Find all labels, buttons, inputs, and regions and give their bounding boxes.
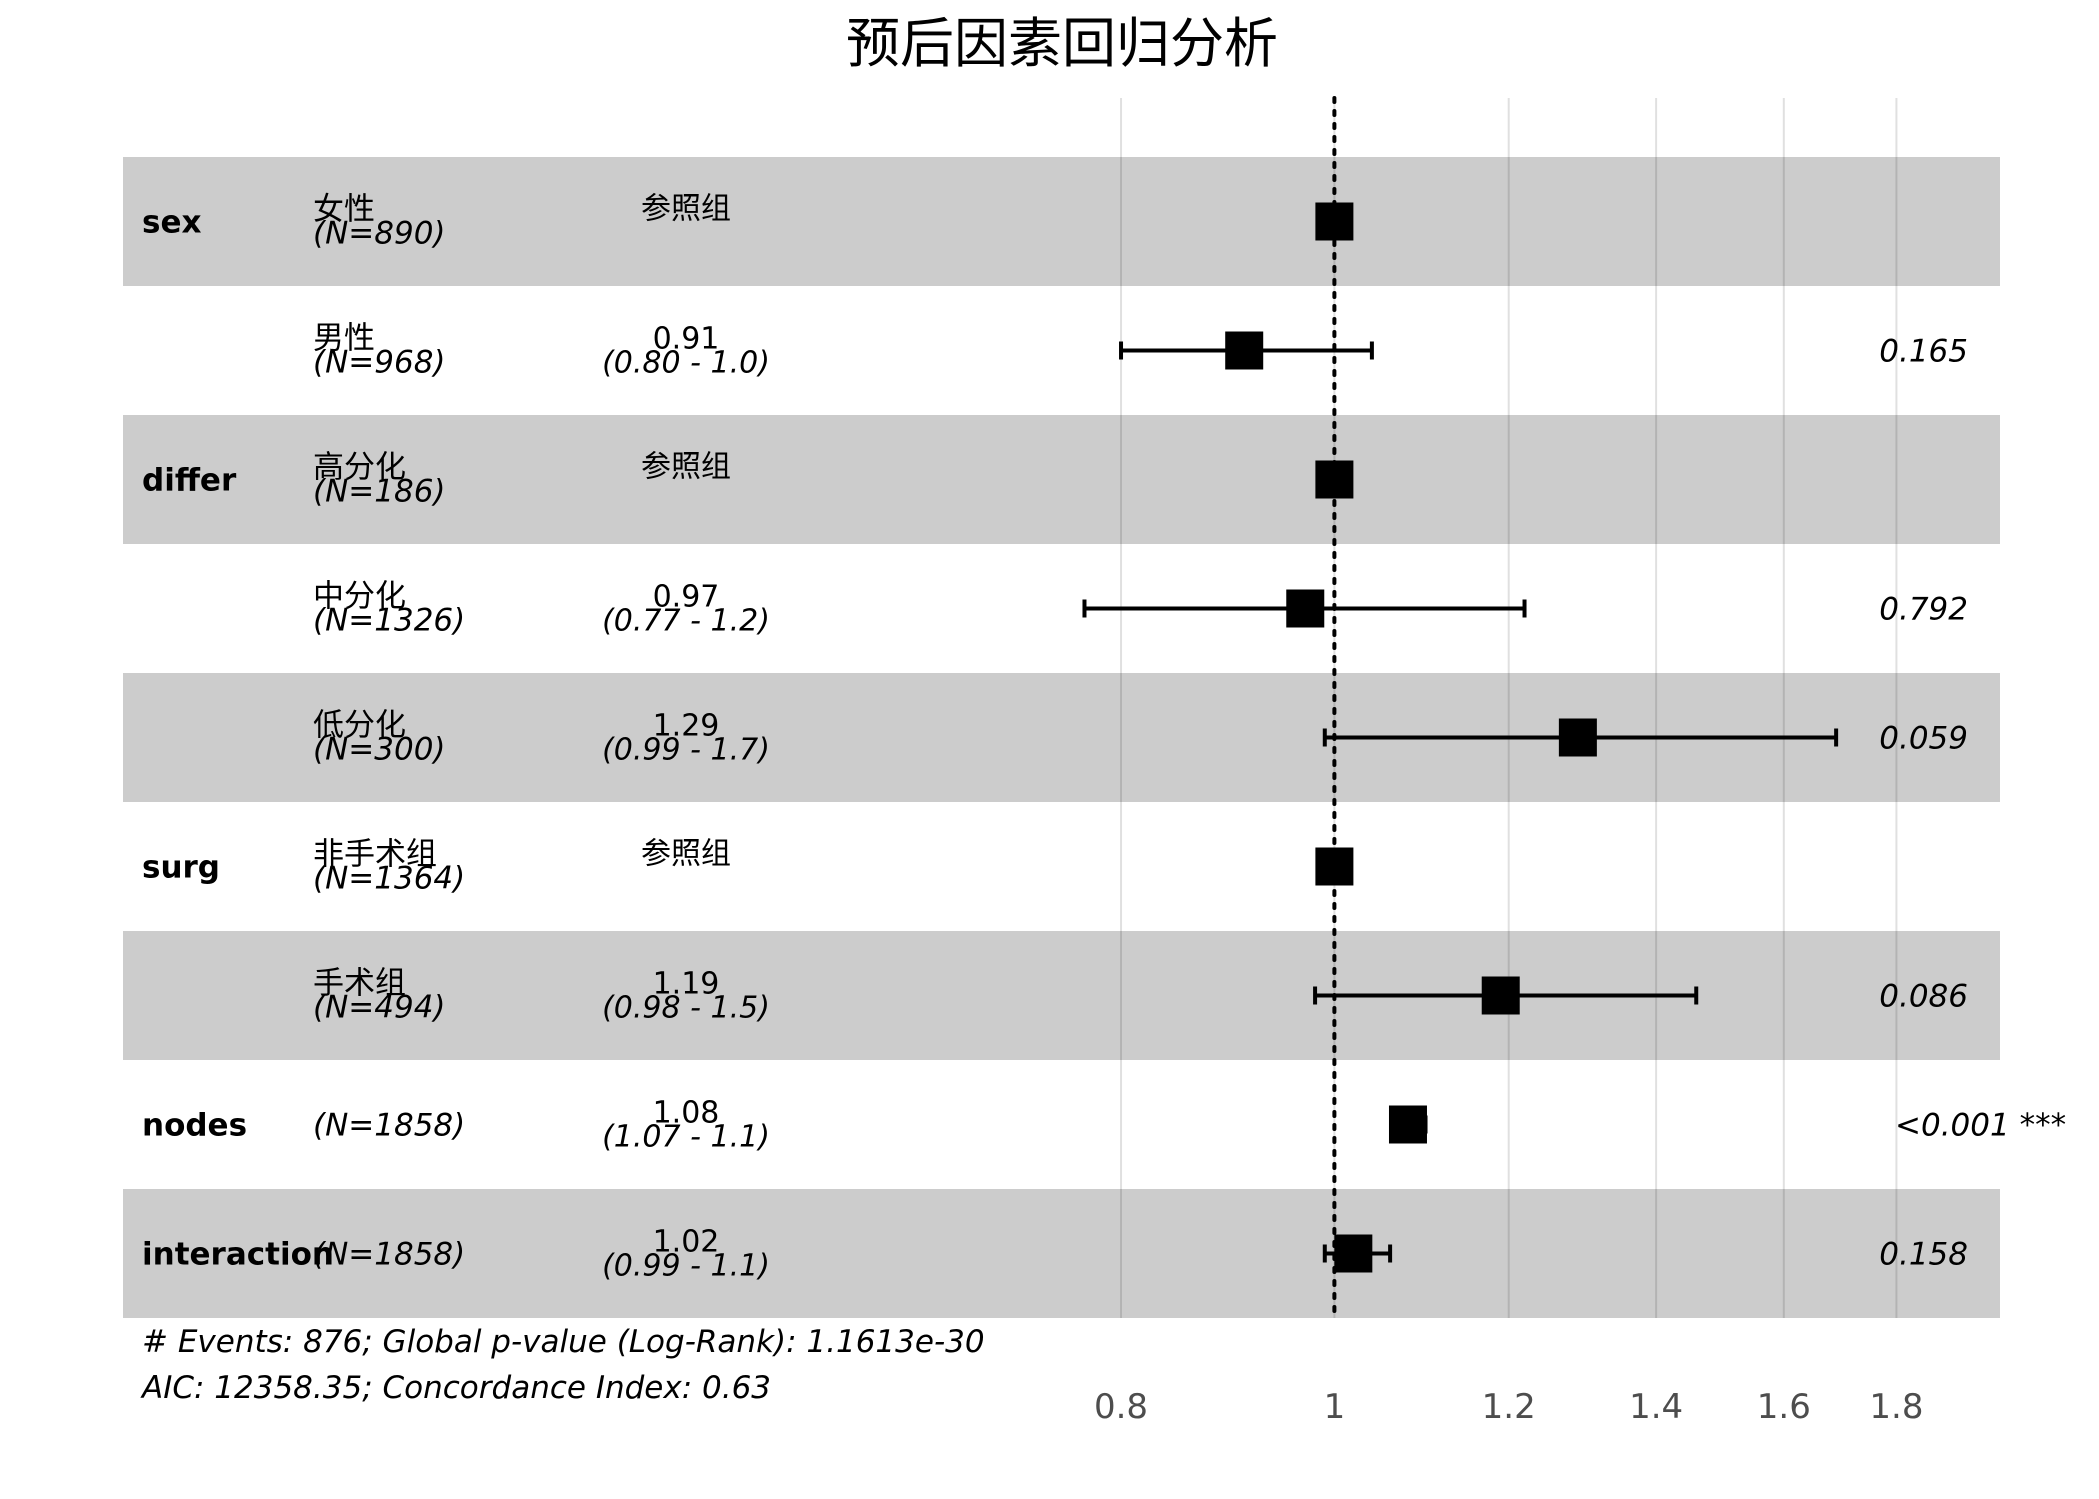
ci-label: (0.99 - 1.7) [602, 733, 770, 768]
estimate-label: 1.19 [653, 967, 720, 1002]
table-row: 男性(N=968) 0.91(0.80 - 1.0) 0.165 [313, 321, 1968, 381]
estimate-label: 0.91 [653, 322, 720, 357]
estimate-point [1315, 202, 1354, 241]
variable-label: differ [142, 463, 237, 499]
estimate-point [1315, 460, 1354, 499]
estimate-label: 1.02 [653, 1225, 720, 1260]
p-value-label: <0.001 *** [1895, 1108, 2066, 1144]
row-band [123, 1189, 2000, 1318]
row-band [123, 415, 2000, 544]
n-label: (N=300) [313, 732, 446, 768]
x-tick-label: 1.2 [1482, 1387, 1536, 1427]
level-label: 男性 [313, 321, 375, 357]
estimate-label: 1.08 [653, 1096, 720, 1131]
level-label: 非手术组 [313, 837, 437, 873]
ci-label: (0.98 - 1.5) [602, 991, 770, 1026]
x-tick-label: 1.8 [1869, 1387, 1923, 1427]
estimate-point [1388, 1105, 1427, 1144]
estimate-label: 1.29 [653, 709, 720, 744]
estimate-point [1315, 847, 1354, 886]
table-row: 手术组(N=494) 1.19(0.98 - 1.5) 0.086 [313, 966, 1968, 1026]
x-tick-label: 0.8 [1094, 1387, 1148, 1427]
level-label: 中分化 [313, 579, 406, 615]
table-row: sex 女性(N=890) 参照组 [142, 192, 1354, 252]
ci-label: (0.99 - 1.1) [602, 1249, 770, 1284]
n-label: (N=1364) [313, 861, 465, 897]
n-label: (N=1858) [313, 1108, 465, 1144]
level-label: 低分化 [313, 708, 406, 744]
estimate-label: 参照组 [641, 450, 731, 485]
ci-label: (1.07 - 1.1) [602, 1120, 770, 1155]
n-label: (N=494) [313, 990, 446, 1026]
estimate-point [1286, 589, 1325, 628]
variable-label: nodes [142, 1108, 247, 1144]
table-row: differ 高分化(N=186) 参照组 [142, 450, 1354, 510]
n-label: (N=1858) [313, 1237, 465, 1273]
estimate-point [1225, 331, 1264, 370]
ci-label: (0.80 - 1.0) [602, 346, 770, 381]
estimate-point [1334, 1234, 1373, 1273]
table-row: nodes (N=1858) 1.08(1.07 - 1.1) <0.001 *** [142, 1096, 2066, 1155]
level-label: 手术组 [313, 966, 406, 1002]
table-row: 低分化(N=300) 1.29(0.99 - 1.7) 0.059 [313, 708, 1968, 768]
p-value-label: 0.086 [1879, 979, 1968, 1015]
p-value-label: 0.792 [1879, 592, 1968, 628]
p-value-label: 0.165 [1879, 334, 1968, 370]
n-label: (N=1326) [313, 603, 465, 639]
chart-title: 预后因素回归分析 [846, 12, 1278, 75]
level-label: 高分化 [313, 450, 406, 486]
row-band [123, 157, 2000, 286]
x-tick-label: 1.4 [1629, 1387, 1683, 1427]
footnote-line: AIC: 12358.35; Concordance Index: 0.63 [140, 1370, 771, 1406]
n-label: (N=968) [313, 345, 446, 381]
n-label: (N=186) [313, 474, 446, 510]
table-row: 中分化(N=1326) 0.97(0.77 - 1.2) 0.792 [313, 579, 1968, 639]
estimate-label: 参照组 [641, 837, 731, 872]
estimate-point [1481, 976, 1520, 1015]
p-value-label: 0.059 [1879, 721, 1968, 757]
variable-label: sex [142, 205, 201, 241]
estimate-label: 参照组 [641, 192, 731, 227]
footnote-line: # Events: 876; Global p-value (Log-Rank)… [142, 1324, 985, 1360]
p-value-label: 0.158 [1879, 1237, 1968, 1273]
x-tick-label: 1.6 [1757, 1387, 1811, 1427]
estimate-label: 0.97 [653, 580, 720, 615]
n-label: (N=890) [313, 216, 446, 252]
ci-label: (0.77 - 1.2) [602, 604, 770, 639]
x-tick-label: 1 [1324, 1387, 1346, 1427]
level-label: 女性 [313, 192, 375, 228]
variable-label: surg [142, 850, 220, 886]
variable-label: interaction [142, 1237, 334, 1273]
table-row: interaction(N=1858) 1.02(0.99 - 1.1) 0.158 [142, 1225, 1968, 1284]
table-row: surg 非手术组(N=1364) 参照组 [142, 837, 1354, 897]
estimate-point [1558, 718, 1597, 757]
